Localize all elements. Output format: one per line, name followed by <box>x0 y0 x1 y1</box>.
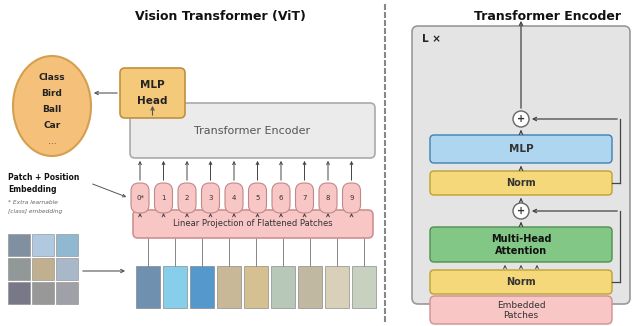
FancyBboxPatch shape <box>342 183 360 213</box>
Text: Vision Transformer (ViT): Vision Transformer (ViT) <box>134 10 305 23</box>
Bar <box>8 258 30 280</box>
Text: Linear Projection of Flattened Patches: Linear Projection of Flattened Patches <box>173 219 333 229</box>
Bar <box>217 266 241 308</box>
Bar <box>8 282 30 304</box>
FancyBboxPatch shape <box>202 183 220 213</box>
Text: 2: 2 <box>185 195 189 201</box>
Text: 1: 1 <box>161 195 166 201</box>
FancyBboxPatch shape <box>154 183 173 213</box>
FancyBboxPatch shape <box>130 103 375 158</box>
Text: 7: 7 <box>302 195 307 201</box>
FancyBboxPatch shape <box>412 26 630 304</box>
Bar <box>136 266 160 308</box>
Text: Bird: Bird <box>42 90 63 98</box>
Text: Head: Head <box>137 96 168 106</box>
Bar <box>298 266 322 308</box>
Text: 5: 5 <box>255 195 260 201</box>
Text: [class] embedding: [class] embedding <box>8 210 62 215</box>
FancyBboxPatch shape <box>248 183 266 213</box>
Text: * Extra learnable: * Extra learnable <box>8 200 58 204</box>
FancyBboxPatch shape <box>430 296 612 324</box>
Text: Class: Class <box>38 73 65 82</box>
Text: Patches: Patches <box>504 312 539 320</box>
FancyBboxPatch shape <box>120 68 185 118</box>
Bar <box>190 266 214 308</box>
Bar <box>8 234 30 256</box>
Bar <box>244 266 268 308</box>
Circle shape <box>513 203 529 219</box>
Text: 6: 6 <box>279 195 284 201</box>
FancyBboxPatch shape <box>430 227 612 262</box>
Text: Norm: Norm <box>506 178 536 188</box>
Text: MLP: MLP <box>140 80 165 90</box>
FancyBboxPatch shape <box>430 270 612 294</box>
FancyBboxPatch shape <box>296 183 314 213</box>
Bar <box>32 258 54 280</box>
Text: Attention: Attention <box>495 245 547 256</box>
Text: Patch + Position: Patch + Position <box>8 173 79 183</box>
Bar <box>163 266 187 308</box>
Text: Embedded: Embedded <box>497 302 545 310</box>
FancyBboxPatch shape <box>133 210 373 238</box>
Text: Multi-Head: Multi-Head <box>491 233 551 244</box>
Text: 0*: 0* <box>136 195 144 201</box>
FancyBboxPatch shape <box>430 135 612 163</box>
Text: 3: 3 <box>208 195 212 201</box>
Text: MLP: MLP <box>509 144 533 154</box>
Ellipse shape <box>13 56 91 156</box>
Text: Embedding: Embedding <box>8 185 56 194</box>
Text: +: + <box>517 206 525 216</box>
Text: 9: 9 <box>349 195 354 201</box>
Text: ...: ... <box>48 138 56 146</box>
FancyBboxPatch shape <box>319 183 337 213</box>
Text: Ball: Ball <box>42 106 61 114</box>
Text: 8: 8 <box>326 195 330 201</box>
Bar <box>56 258 78 280</box>
FancyBboxPatch shape <box>225 183 243 213</box>
Bar <box>32 234 54 256</box>
Circle shape <box>513 111 529 127</box>
Bar <box>352 266 376 308</box>
FancyBboxPatch shape <box>178 183 196 213</box>
Bar <box>32 282 54 304</box>
Bar <box>56 282 78 304</box>
Text: Transformer Encoder: Transformer Encoder <box>474 10 621 23</box>
FancyBboxPatch shape <box>131 183 149 213</box>
Text: +: + <box>517 114 525 124</box>
Bar <box>56 234 78 256</box>
Text: Transformer Encoder: Transformer Encoder <box>195 126 310 136</box>
Text: Norm: Norm <box>506 277 536 287</box>
Text: 4: 4 <box>232 195 236 201</box>
FancyBboxPatch shape <box>272 183 290 213</box>
Text: Car: Car <box>44 122 61 130</box>
Bar <box>325 266 349 308</box>
Bar <box>271 266 295 308</box>
Text: L ×: L × <box>422 34 441 44</box>
FancyBboxPatch shape <box>430 171 612 195</box>
